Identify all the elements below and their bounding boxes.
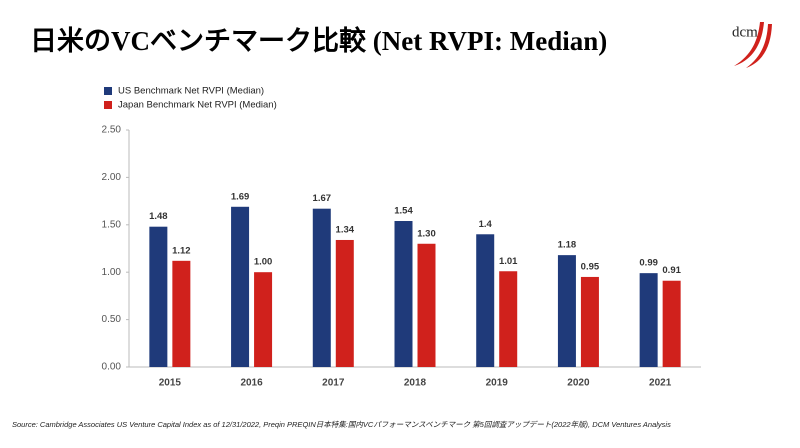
value-label: 0.95: [581, 261, 600, 272]
value-label: 1.48: [149, 211, 168, 222]
bar: [417, 243, 436, 367]
y-tick-label: 2.50: [102, 125, 122, 136]
x-tick-label: 2019: [486, 378, 509, 389]
value-label: 0.91: [662, 265, 681, 276]
value-label: 1.30: [417, 228, 436, 239]
bar: [312, 208, 331, 367]
logo-text: dcm: [732, 24, 758, 40]
y-tick-label: 0.50: [102, 314, 122, 325]
bar: [499, 271, 518, 367]
x-tick-label: 2018: [404, 378, 427, 389]
value-label: 1.4: [479, 219, 493, 230]
value-label: 1.67: [313, 193, 332, 204]
y-tick-label: 1.00: [102, 267, 122, 278]
y-tick-label: 2.00: [102, 172, 122, 183]
x-tick-label: 2016: [240, 378, 263, 389]
bar: [557, 255, 576, 367]
value-label: 1.34: [336, 224, 355, 235]
value-label: 1.18: [558, 240, 577, 251]
x-tick-label: 2017: [322, 378, 345, 389]
logo: dcm: [732, 22, 772, 68]
value-label: 1.69: [231, 191, 250, 202]
x-tick-label: 2021: [649, 378, 672, 389]
legend-label: US Benchmark Net RVPI (Median): [118, 86, 264, 97]
bar: [639, 273, 658, 367]
legend-swatch: [104, 87, 112, 95]
bar: [149, 226, 168, 367]
bar: [476, 234, 495, 367]
value-label: 1.01: [499, 256, 518, 267]
bar: [335, 239, 354, 367]
logo-swoosh: [734, 22, 764, 66]
chart-title: 日米のVCベンチマーク比較 (Net RVPI: Median): [30, 25, 607, 56]
y-tick-label: 1.50: [102, 219, 122, 230]
bar: [662, 280, 681, 367]
bar: [231, 206, 250, 367]
y-tick-label: 0.00: [102, 362, 122, 373]
bar: [172, 260, 191, 367]
value-label: 1.54: [394, 206, 413, 217]
bar: [394, 221, 413, 367]
bar: [580, 276, 599, 367]
x-tick-label: 2015: [159, 378, 182, 389]
value-label: 1.12: [172, 245, 191, 256]
source-note: Source: Cambridge Associates US Venture …: [12, 420, 671, 429]
x-tick-label: 2020: [567, 378, 590, 389]
bar: [254, 272, 273, 367]
legend-swatch: [104, 101, 112, 109]
value-label: 0.99: [639, 258, 658, 269]
legend-label: Japan Benchmark Net RVPI (Median): [118, 100, 277, 111]
logo-swoosh: [746, 24, 772, 68]
value-label: 1.00: [254, 257, 273, 268]
